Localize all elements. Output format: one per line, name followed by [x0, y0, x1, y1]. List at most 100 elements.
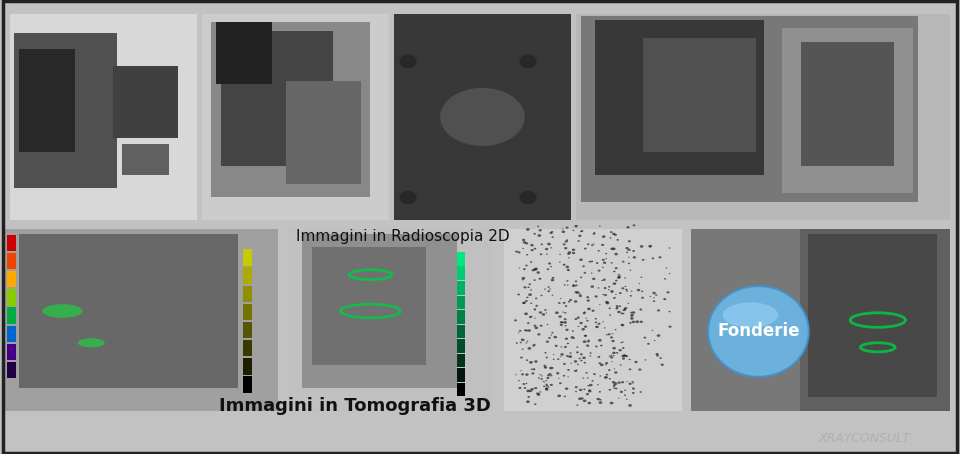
- Ellipse shape: [558, 302, 561, 304]
- Ellipse shape: [588, 261, 591, 262]
- Ellipse shape: [618, 274, 620, 276]
- Ellipse shape: [595, 321, 597, 323]
- Ellipse shape: [544, 352, 546, 354]
- Ellipse shape: [545, 385, 548, 386]
- Ellipse shape: [534, 268, 537, 271]
- Ellipse shape: [519, 342, 522, 343]
- Ellipse shape: [578, 326, 580, 327]
- Ellipse shape: [535, 298, 538, 299]
- Ellipse shape: [526, 390, 530, 392]
- Ellipse shape: [639, 308, 642, 311]
- Ellipse shape: [532, 269, 535, 271]
- Ellipse shape: [580, 360, 583, 361]
- Ellipse shape: [564, 247, 567, 249]
- Ellipse shape: [550, 384, 553, 386]
- Ellipse shape: [540, 378, 543, 380]
- Ellipse shape: [602, 259, 605, 261]
- Bar: [457, 310, 465, 324]
- Ellipse shape: [550, 247, 552, 248]
- Ellipse shape: [583, 340, 587, 343]
- Ellipse shape: [539, 229, 541, 232]
- Ellipse shape: [635, 361, 637, 363]
- Ellipse shape: [592, 233, 595, 235]
- Bar: [576, 14, 950, 220]
- Ellipse shape: [620, 391, 623, 393]
- Bar: [394, 14, 571, 220]
- Ellipse shape: [622, 309, 626, 311]
- Ellipse shape: [518, 380, 519, 381]
- Ellipse shape: [593, 243, 594, 244]
- Ellipse shape: [551, 332, 554, 333]
- Ellipse shape: [564, 240, 567, 242]
- Ellipse shape: [537, 271, 540, 274]
- Ellipse shape: [545, 380, 547, 381]
- Ellipse shape: [528, 283, 531, 285]
- Ellipse shape: [618, 398, 619, 399]
- Ellipse shape: [544, 381, 545, 383]
- Ellipse shape: [588, 390, 590, 391]
- Text: Immagini in Radioscopia 2D: Immagini in Radioscopia 2D: [297, 229, 510, 244]
- Ellipse shape: [624, 395, 626, 396]
- Ellipse shape: [524, 312, 528, 315]
- Ellipse shape: [563, 375, 565, 377]
- Bar: [7, 326, 16, 342]
- Ellipse shape: [521, 279, 524, 281]
- Ellipse shape: [567, 253, 570, 255]
- Ellipse shape: [539, 311, 542, 314]
- Ellipse shape: [534, 387, 538, 389]
- Ellipse shape: [633, 224, 636, 227]
- Ellipse shape: [614, 253, 618, 256]
- Ellipse shape: [636, 321, 639, 323]
- Ellipse shape: [564, 284, 565, 286]
- Ellipse shape: [605, 364, 607, 365]
- Ellipse shape: [530, 261, 533, 263]
- Ellipse shape: [583, 400, 587, 402]
- Ellipse shape: [660, 364, 664, 366]
- Bar: [7, 289, 16, 306]
- Ellipse shape: [621, 312, 623, 314]
- Ellipse shape: [578, 397, 582, 400]
- Ellipse shape: [595, 345, 598, 347]
- Ellipse shape: [604, 287, 607, 289]
- Ellipse shape: [612, 381, 615, 384]
- Ellipse shape: [527, 396, 530, 398]
- Ellipse shape: [546, 253, 548, 255]
- Ellipse shape: [550, 375, 553, 376]
- Ellipse shape: [517, 251, 520, 253]
- Ellipse shape: [611, 290, 613, 292]
- Ellipse shape: [519, 54, 537, 68]
- Ellipse shape: [625, 289, 628, 291]
- Ellipse shape: [602, 235, 606, 238]
- Ellipse shape: [640, 276, 642, 278]
- Bar: [286, 80, 361, 184]
- Ellipse shape: [632, 311, 636, 314]
- Ellipse shape: [570, 363, 572, 364]
- Ellipse shape: [615, 280, 617, 281]
- Ellipse shape: [599, 401, 602, 404]
- Ellipse shape: [530, 388, 534, 390]
- Ellipse shape: [606, 334, 608, 336]
- Ellipse shape: [560, 254, 561, 255]
- Ellipse shape: [648, 245, 652, 247]
- Ellipse shape: [526, 400, 530, 403]
- Ellipse shape: [564, 305, 567, 307]
- Ellipse shape: [644, 359, 646, 360]
- Ellipse shape: [647, 343, 650, 345]
- Ellipse shape: [643, 337, 646, 339]
- Ellipse shape: [606, 374, 609, 375]
- Ellipse shape: [638, 369, 641, 371]
- Ellipse shape: [526, 228, 530, 231]
- Ellipse shape: [535, 318, 536, 319]
- Ellipse shape: [589, 355, 591, 357]
- Ellipse shape: [612, 282, 616, 285]
- Ellipse shape: [522, 248, 524, 249]
- Ellipse shape: [546, 377, 549, 379]
- Ellipse shape: [613, 382, 617, 385]
- Ellipse shape: [626, 226, 630, 228]
- Ellipse shape: [581, 397, 584, 400]
- Ellipse shape: [566, 280, 568, 281]
- Ellipse shape: [535, 326, 539, 329]
- Bar: [5, 229, 278, 411]
- Ellipse shape: [586, 372, 588, 374]
- Ellipse shape: [655, 294, 658, 296]
